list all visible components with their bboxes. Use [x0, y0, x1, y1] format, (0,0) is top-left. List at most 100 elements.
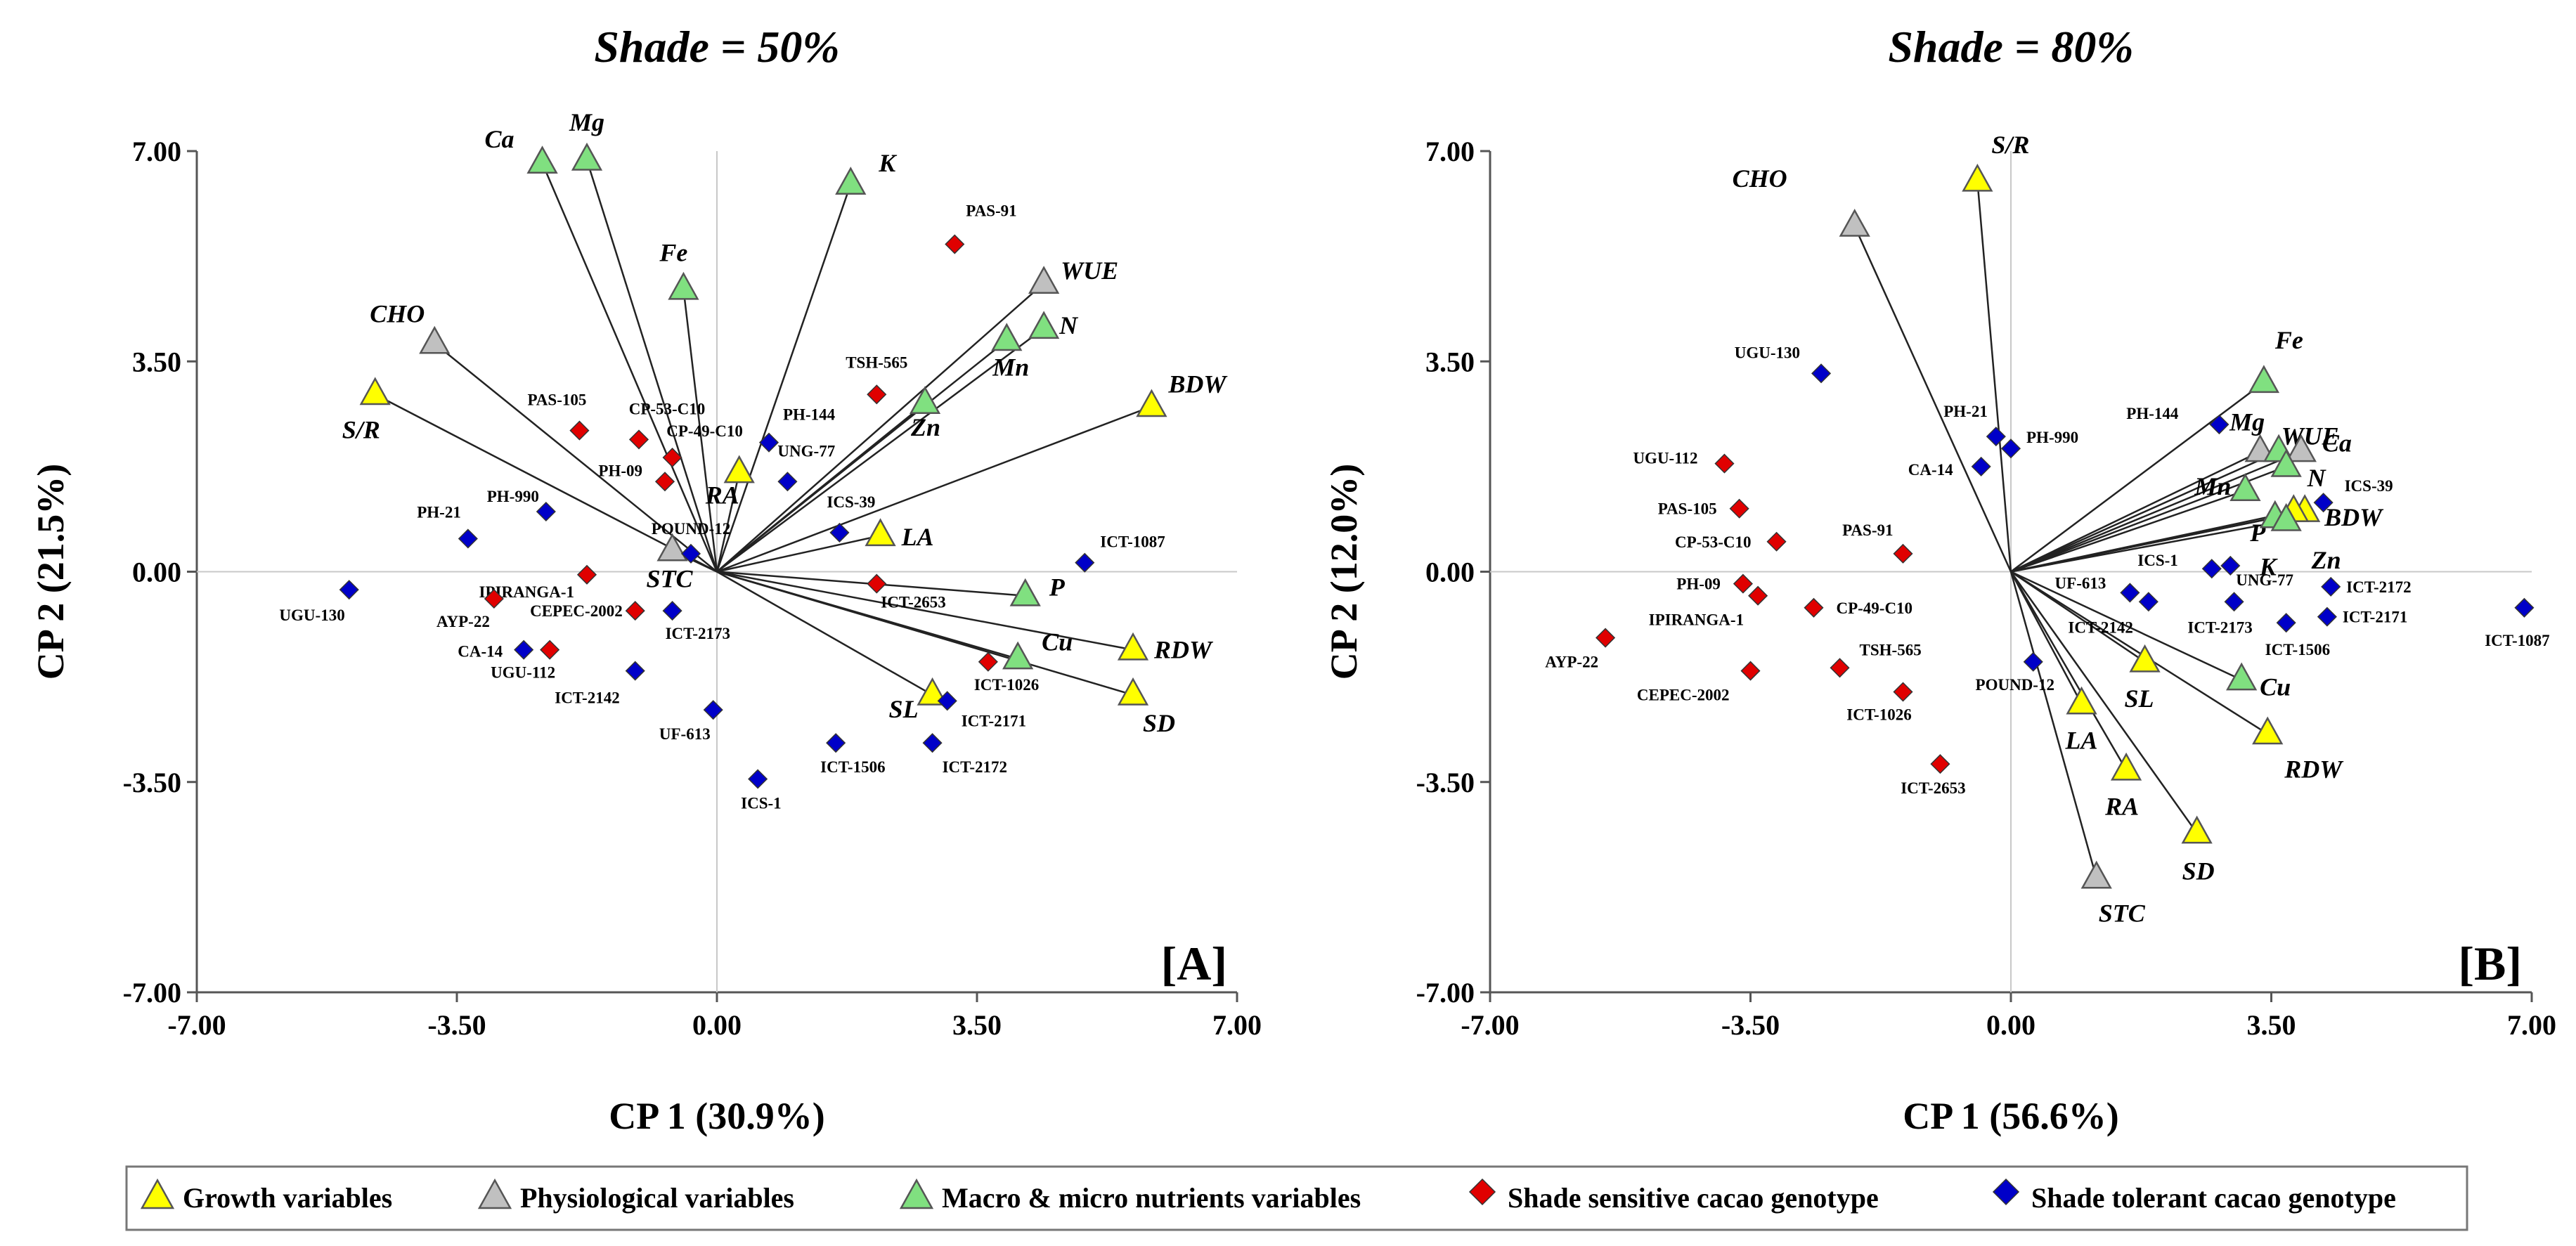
loading-vector-ra [716, 472, 740, 572]
genotype-marker-ict1026 [1893, 682, 1913, 702]
genotype-marker-ph990 [536, 501, 556, 522]
variable-label-mn: Mn [2194, 472, 2231, 500]
genotype-marker-pas91 [945, 234, 965, 254]
variable-marker-stc [2080, 860, 2112, 889]
variable-label-ra: RA [705, 481, 739, 509]
genotype-marker-ipiranga1 [1748, 585, 1768, 606]
genotype-label-uf613: UF-613 [659, 725, 711, 743]
loading-vector-n [716, 327, 1044, 573]
variable-label-stc: STC [2099, 900, 2146, 928]
y-tick-label: 3.50 [132, 346, 181, 377]
loading-vector-mg [585, 160, 718, 572]
genotype-label-ict2653: ICT-2653 [1901, 779, 1965, 797]
variable-marker-p [1009, 578, 1041, 606]
genotype-marker-ung77 [777, 472, 798, 492]
legend-marker-sensitive [1468, 1178, 1496, 1206]
genotype-label-ph990: PH-990 [487, 488, 539, 505]
genotype-marker-ugu112 [1714, 453, 1735, 474]
genotype-marker-uf613 [2120, 583, 2140, 603]
genotype-label-ph21: PH-21 [417, 503, 461, 521]
genotype-marker-ict2172 [922, 733, 943, 753]
genotype-marker-ict2171 [937, 691, 957, 711]
variable-marker-cu [1002, 641, 1034, 670]
genotype-label-cepec2002: CEPEC-2002 [1637, 687, 1730, 704]
variable-label-rdw: RDW [2284, 755, 2344, 783]
variable-label-mg: Mg [2229, 408, 2265, 436]
x-tick-label: -7.00 [167, 1009, 226, 1041]
genotype-label-ph990: PH-990 [2026, 429, 2078, 446]
legend-box [125, 1165, 2468, 1231]
genotype-marker-cp49c10 [662, 447, 682, 468]
variable-marker-ca [2285, 434, 2317, 462]
genotype-label-pound12: POUND-12 [1976, 676, 2054, 694]
variable-label-la: LA [2065, 727, 2098, 755]
y-axis-title: CP 2 (21.5%) [30, 464, 72, 680]
genotype-label-pound12: POUND-12 [652, 520, 730, 538]
variable-marker-ra [723, 455, 755, 484]
genotype-marker-tsh565 [1830, 658, 1850, 678]
variable-label-sr: S/R [342, 415, 380, 443]
variable-label-p: P [1049, 573, 1066, 602]
genotype-marker-pas91 [1893, 543, 1913, 564]
legend: Growth variables Physiological variables M… [125, 1165, 2468, 1231]
loading-vector-sr [1976, 181, 2012, 572]
genotype-marker-ict2171 [2317, 606, 2337, 627]
panel-label: [B] [2458, 937, 2522, 990]
variable-label-cu: Cu [2260, 673, 2291, 701]
genotype-marker-ict2653 [1930, 754, 1950, 774]
genotype-marker-cp49c10 [1804, 597, 1824, 618]
loading-vector-sd [716, 571, 1134, 696]
loading-vector-k [716, 183, 852, 572]
y-tick-label: -7.00 [1416, 977, 1475, 1008]
genotype-marker-ayp22 [1596, 628, 1616, 648]
variable-label-bdw: BDW [2324, 503, 2384, 531]
variable-marker-cho [1839, 208, 1870, 237]
variable-label-k: K [878, 149, 898, 177]
variable-marker-sd [2181, 815, 2213, 844]
genotype-label-pas91: PAS-91 [1842, 521, 1893, 539]
chart-title: Shade = 80% [1888, 22, 2133, 72]
genotype-label-ugu112: UGU-112 [491, 664, 555, 682]
genotype-marker-cepec2002 [1740, 661, 1761, 681]
variable-marker-sd [1117, 677, 1149, 706]
genotype-marker-cepec2002 [625, 601, 645, 621]
loading-vector-sl [716, 571, 933, 696]
genotype-label-ict2653: ICT-2653 [881, 594, 945, 611]
genotype-marker-ict1026 [978, 651, 998, 672]
y-tick-label: -7.00 [123, 977, 181, 1008]
genotype-marker-pas105 [1729, 498, 1749, 519]
genotype-label-ph09: PH-09 [598, 462, 642, 479]
genotype-label-ipiranga1: IPIRANGA-1 [1649, 611, 1744, 629]
genotype-marker-ict1506 [2276, 613, 2296, 633]
loading-vector-la [2009, 571, 2083, 705]
variable-label-cho: CHO [1733, 164, 1787, 193]
genotype-label-ict2172: ICT-2172 [943, 758, 1007, 776]
genotype-marker-ict2653 [867, 573, 887, 594]
variable-label-zn: Zn [2311, 546, 2341, 574]
genotype-marker-ict2173 [662, 601, 682, 621]
genotype-label-ung77: UNG-77 [2236, 571, 2293, 589]
genotype-marker-ict2172 [2321, 576, 2341, 597]
loading-vector-sr [375, 394, 718, 573]
legend-marker-growth [140, 1178, 175, 1209]
legend-label-nutrient: Macro & micro nutrients variables [942, 1182, 1361, 1214]
genotype-marker-ics1 [748, 769, 768, 789]
variable-label-ca: Ca [485, 125, 514, 153]
genotype-label-pas105: PAS-105 [527, 391, 586, 409]
genotype-marker-ung77 [2220, 555, 2241, 576]
variable-label-sd: SD [2182, 857, 2215, 885]
variable-label-cu: Cu [1042, 628, 1073, 656]
genotype-label-ict1087: ICT-1087 [1100, 533, 1165, 551]
loading-vector-fe [682, 289, 718, 572]
genotype-marker-ph09 [1733, 573, 1753, 594]
variable-label-mn: Mn [992, 353, 1029, 381]
genotype-label-ph09: PH-09 [1676, 576, 1721, 593]
genotype-marker-tsh565 [867, 384, 887, 405]
panel-label: [A] [1161, 937, 1227, 990]
loading-vector-cu [2010, 571, 2242, 681]
genotype-label-ict1026: ICT-1026 [974, 676, 1039, 694]
genotype-label-pas91: PAS-91 [966, 202, 1016, 220]
variable-marker-rdw [2252, 716, 2284, 745]
genotype-label-ict2142: ICT-2142 [2068, 618, 2132, 636]
genotype-marker-ugu130 [339, 580, 359, 600]
